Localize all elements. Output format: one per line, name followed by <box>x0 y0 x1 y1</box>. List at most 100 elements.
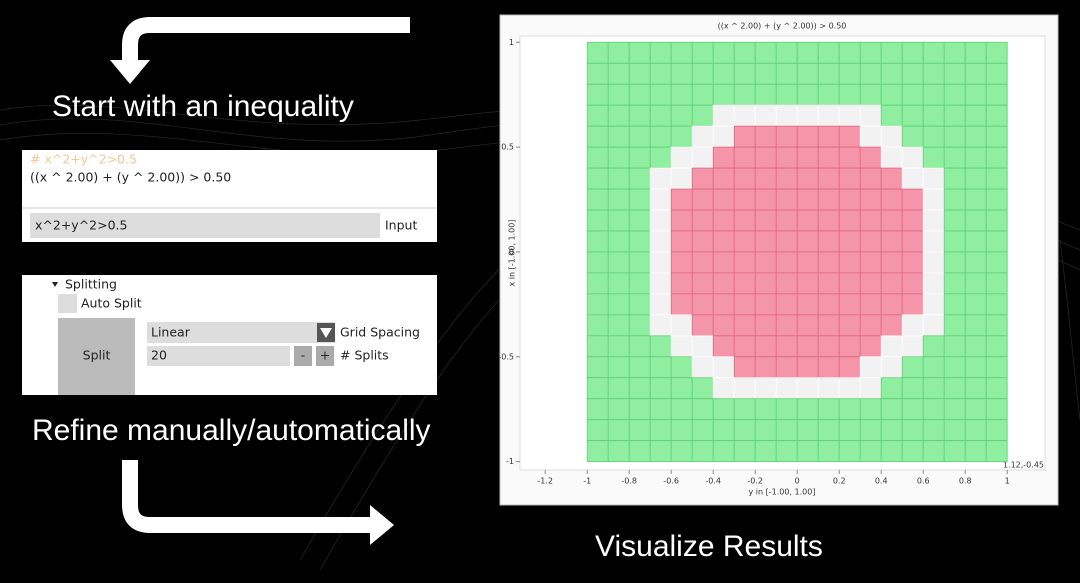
cell <box>649 251 672 274</box>
cell <box>586 62 609 85</box>
increment-button[interactable] <box>316 346 334 366</box>
cell <box>628 293 651 316</box>
checkbox[interactable] <box>58 294 77 313</box>
cell <box>733 440 756 463</box>
cell <box>880 83 903 106</box>
cell <box>796 335 819 358</box>
cell <box>880 104 903 127</box>
cell <box>733 83 756 106</box>
section-title: Splitting <box>65 277 117 292</box>
cell <box>901 440 924 463</box>
cell <box>880 335 903 358</box>
cell <box>607 104 630 127</box>
cell <box>943 335 966 358</box>
cell <box>586 377 609 400</box>
cell <box>649 188 672 211</box>
cell <box>880 230 903 253</box>
cell-layer <box>586 41 1008 463</box>
cell <box>859 230 882 253</box>
cell <box>691 314 714 337</box>
cell <box>943 314 966 337</box>
step-title: Start with an inequality <box>52 90 354 123</box>
cell <box>901 125 924 148</box>
cell <box>733 314 756 337</box>
cell <box>838 209 861 232</box>
cell <box>712 398 735 421</box>
cell <box>712 83 735 106</box>
cell <box>838 419 861 442</box>
cell <box>670 398 693 421</box>
cell <box>985 41 1008 64</box>
cell <box>943 83 966 106</box>
cell <box>922 272 945 295</box>
cell <box>775 209 798 232</box>
cell <box>649 272 672 295</box>
cell <box>733 356 756 379</box>
cell <box>922 419 945 442</box>
cell <box>586 125 609 148</box>
cell <box>880 398 903 421</box>
cell <box>670 377 693 400</box>
cell <box>901 398 924 421</box>
input-field[interactable] <box>30 213 380 238</box>
y-tick-label: 0 <box>509 247 514 256</box>
cell <box>754 83 777 106</box>
cell <box>985 398 1008 421</box>
cell <box>985 251 1008 274</box>
cell <box>607 419 630 442</box>
y-tick-label: -0.5 <box>498 352 514 361</box>
expression-panel: # x^2+y^2>0.5 ((x ^ 2.00) + (y ^ 2.00)) … <box>22 150 437 242</box>
cell <box>649 41 672 64</box>
cell <box>985 293 1008 316</box>
cell <box>649 335 672 358</box>
cell <box>607 41 630 64</box>
cell <box>901 335 924 358</box>
cell <box>754 230 777 253</box>
cell <box>880 272 903 295</box>
cell <box>985 440 1008 463</box>
button-label: - <box>301 348 306 363</box>
cell <box>838 251 861 274</box>
decrement-button[interactable] <box>294 346 312 366</box>
cell <box>943 251 966 274</box>
cell <box>670 335 693 358</box>
cell <box>859 188 882 211</box>
cell <box>943 209 966 232</box>
cell <box>901 146 924 169</box>
cell <box>922 314 945 337</box>
cell <box>796 209 819 232</box>
cell <box>964 377 987 400</box>
dropdown[interactable] <box>147 322 335 343</box>
cell <box>817 251 840 274</box>
number-field[interactable] <box>147 346 290 366</box>
cell <box>817 83 840 106</box>
cell <box>670 104 693 127</box>
collapse-icon[interactable] <box>52 282 58 287</box>
cell <box>901 230 924 253</box>
cell <box>628 251 651 274</box>
y-tick-label: 1 <box>509 38 514 47</box>
split-button[interactable] <box>58 318 135 395</box>
cell <box>754 293 777 316</box>
cell <box>922 41 945 64</box>
cell <box>586 293 609 316</box>
cell <box>733 293 756 316</box>
cell <box>628 209 651 232</box>
cell <box>775 335 798 358</box>
cell <box>817 62 840 85</box>
number-value: 20 <box>151 348 167 363</box>
cell <box>817 440 840 463</box>
cell <box>586 356 609 379</box>
cell <box>754 125 777 148</box>
cell <box>796 419 819 442</box>
number-label: # Splits <box>340 348 389 363</box>
cell <box>943 188 966 211</box>
cell <box>733 419 756 442</box>
cell <box>691 293 714 316</box>
cell <box>859 272 882 295</box>
cell <box>817 167 840 190</box>
cell <box>607 293 630 316</box>
cell <box>775 230 798 253</box>
cell <box>649 83 672 106</box>
cell <box>649 377 672 400</box>
